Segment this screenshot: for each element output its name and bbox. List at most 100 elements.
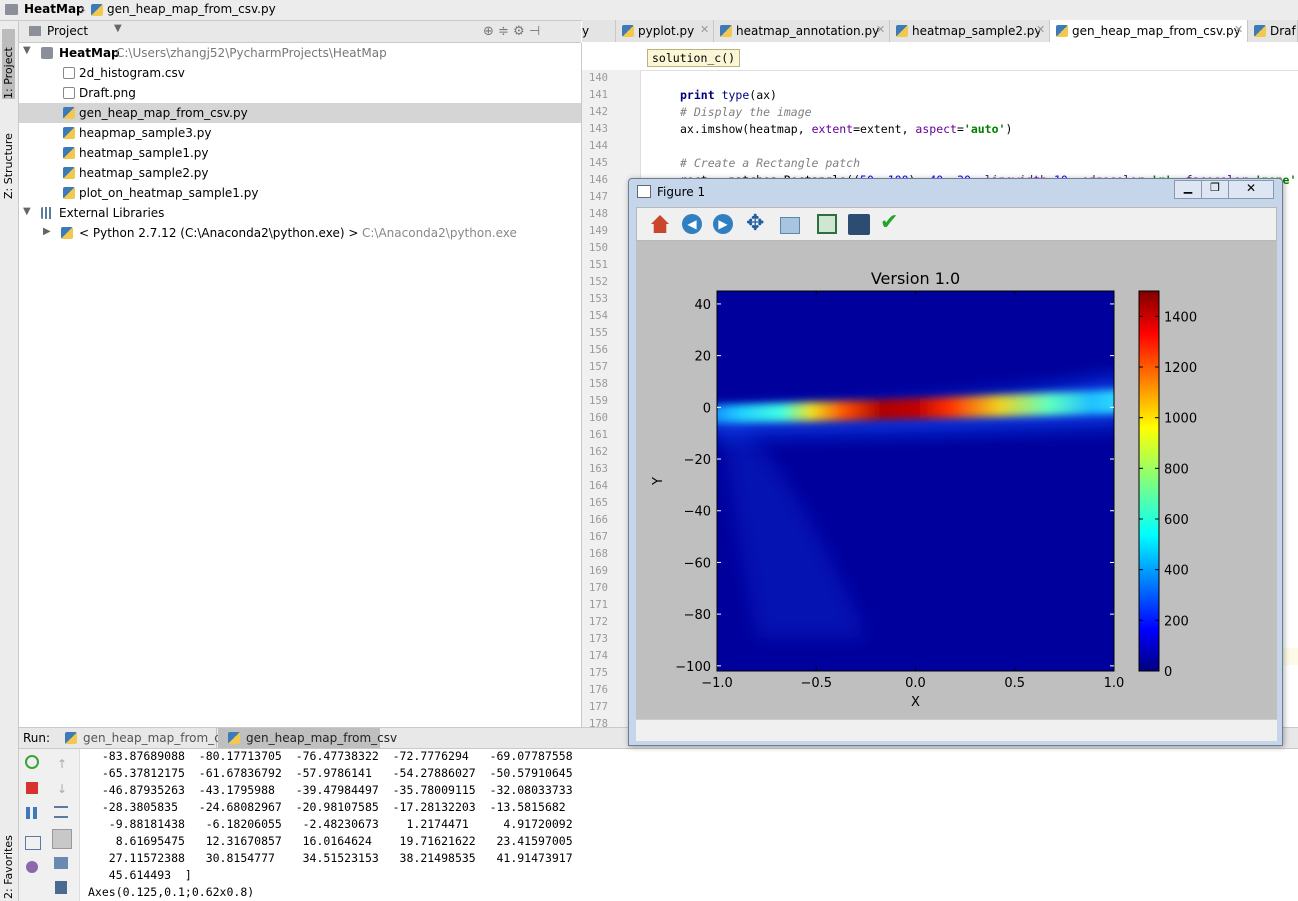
- python-icon: [65, 732, 77, 744]
- tab-close[interactable]: ✕: [1036, 23, 1046, 36]
- figure-window: Figure 1 ▁ ❐ ✕ ◀ ▶ ✥ ✔: [628, 178, 1283, 746]
- code-token: # Display the image: [680, 105, 812, 119]
- tree-file[interactable]: plot_on_heatmap_sample1.py: [79, 186, 259, 200]
- y-tick-label: 40: [694, 298, 711, 313]
- tree-file[interactable]: heapmap_sample3.py: [79, 126, 212, 140]
- y-tick-label: −20: [684, 453, 711, 468]
- expand-arrow[interactable]: ▼: [23, 45, 31, 56]
- file-icon: [63, 67, 75, 79]
- close-button[interactable]: ✕: [1228, 180, 1274, 199]
- python-file-icon: [91, 4, 103, 16]
- up-button[interactable]: ↑: [57, 757, 68, 771]
- output-line: 27.11572388 30.8154777 34.51523153 38.21…: [88, 851, 573, 865]
- edit-button[interactable]: ✔: [880, 210, 899, 235]
- tab-close[interactable]: ✕: [1234, 23, 1244, 36]
- save-button[interactable]: [848, 214, 870, 235]
- y-tick-label: 20: [694, 350, 711, 365]
- tab-close[interactable]: ✕: [876, 23, 886, 36]
- project-view-selector[interactable]: Project: [47, 24, 89, 38]
- tree-python-sdk[interactable]: < Python 2.7.12 (C:\Anaconda2\python.exe…: [79, 226, 359, 240]
- forward-button[interactable]: ▶: [713, 214, 733, 234]
- code-token: ): [1005, 122, 1013, 136]
- print-button[interactable]: [54, 857, 68, 869]
- run-tab-active[interactable]: gen_heap_map_from_csv: [218, 728, 397, 748]
- figure-status-bar: [636, 719, 1277, 741]
- scope-hint[interactable]: solution_c(): [647, 49, 741, 67]
- tree-file[interactable]: gen_heap_map_from_csv.py: [79, 106, 248, 120]
- wrap-button[interactable]: [54, 806, 68, 818]
- pause-button[interactable]: [33, 807, 37, 819]
- python-icon: [228, 732, 240, 744]
- heatmap-tail: [717, 407, 867, 638]
- editor-tab[interactable]: y: [582, 20, 616, 42]
- tree-root[interactable]: HeatMap: [59, 46, 120, 60]
- favorites-tool-tab[interactable]: 2: Favorites: [2, 835, 15, 899]
- folder-icon: [5, 4, 18, 15]
- colorbar-tick-label: 200: [1164, 614, 1189, 629]
- code-line: print type(ax): [680, 87, 777, 104]
- expand-arrow[interactable]: ▶: [43, 226, 51, 237]
- editor-tab[interactable]: heatmap_annotation.py: [714, 20, 890, 42]
- stop-button[interactable]: [26, 782, 38, 794]
- output-line: -83.87689088 -80.17713705 -76.47738322 -…: [88, 749, 573, 763]
- editor-tab[interactable]: pyplot.py: [616, 20, 714, 42]
- rerun-button[interactable]: [25, 755, 39, 769]
- colorbar-tick-label: 0: [1164, 665, 1172, 680]
- library-icon: [41, 207, 53, 219]
- layout-button[interactable]: [25, 836, 41, 850]
- editor-tab-active[interactable]: gen_heap_map_from_csv.py: [1050, 20, 1248, 42]
- pan-button[interactable]: ✥: [746, 211, 765, 236]
- structure-tool-tab[interactable]: Z: Structure: [2, 133, 15, 199]
- pin-button[interactable]: [26, 861, 38, 873]
- zoom-button[interactable]: [780, 217, 800, 234]
- colorbar-tick-label: 800: [1164, 462, 1189, 477]
- tree-root-path: C:\Users\zhangj52\PycharmProjects\HeatMa…: [116, 46, 387, 60]
- maximize-button[interactable]: ❐: [1201, 180, 1229, 199]
- expand-arrow[interactable]: ▼: [23, 206, 31, 217]
- tab-icon: [720, 25, 732, 37]
- tab-icon: [622, 25, 634, 37]
- tree-external-libraries[interactable]: External Libraries: [59, 206, 165, 220]
- file-icon: [63, 87, 75, 99]
- editor-tab[interactable]: heatmap_sample2.py: [890, 20, 1050, 42]
- tree-file[interactable]: 2d_histogram.csv: [79, 66, 185, 80]
- subplots-button[interactable]: [817, 214, 837, 234]
- colorbar-tick-label: 1400: [1164, 310, 1197, 325]
- breadcrumb-project[interactable]: HeatMap: [24, 2, 85, 16]
- home-button[interactable]: [651, 215, 669, 233]
- tree-file[interactable]: heatmap_sample2.py: [79, 166, 209, 180]
- output-line: -65.37812175 -61.67836792 -57.9786141 -5…: [88, 766, 573, 780]
- tree-file[interactable]: Draft.png: [79, 86, 136, 100]
- y-axis-label: Y: [651, 477, 666, 486]
- y-tick-label: −40: [684, 505, 711, 520]
- figure-canvas: Version 1.0 X Y −1.0 −0.5 0.0 0.5 1.0 −100 −80 −60…: [636, 241, 1277, 719]
- output-line: -46.87935263 -43.1795988 -39.47984497 -3…: [88, 783, 573, 797]
- x-tick-label: 1.0: [1104, 676, 1125, 691]
- panel-header-icons[interactable]: ⊕ ≑ ⚙ ⊣: [483, 24, 541, 39]
- tree-file[interactable]: heatmap_sample1.py: [79, 146, 209, 160]
- editor-tabs: y pyplot.py ✕ heatmap_annotation.py ✕ heatmap…: [582, 0, 1298, 43]
- breadcrumb-separator: ›: [80, 0, 87, 19]
- y-tick-label: −80: [684, 608, 711, 623]
- code-token: type: [721, 88, 750, 102]
- run-label: Run:: [23, 731, 51, 745]
- code-line: # Display the image: [680, 104, 812, 121]
- file-icon: [63, 127, 75, 139]
- tab-close[interactable]: ✕: [700, 23, 710, 36]
- tab-icon: [1254, 25, 1266, 37]
- breadcrumb-file[interactable]: gen_heap_map_from_csv.py: [107, 2, 276, 16]
- project-tool-tab[interactable]: 1: Project: [2, 29, 15, 99]
- scroll-end-button[interactable]: [52, 829, 72, 849]
- pause-button[interactable]: [26, 807, 30, 819]
- window-title: Figure 1: [657, 185, 706, 199]
- clear-button[interactable]: [55, 881, 67, 894]
- down-button[interactable]: ↓: [57, 782, 68, 796]
- minimize-button[interactable]: ▁: [1174, 180, 1202, 199]
- code-token: (ax): [749, 88, 777, 102]
- back-button[interactable]: ◀: [682, 214, 702, 234]
- dropdown-arrow[interactable]: ▼: [114, 23, 122, 34]
- folder-icon: [41, 47, 53, 59]
- code-token: print: [680, 88, 715, 102]
- run-tab[interactable]: gen_heap_map_from_csv: [55, 728, 234, 748]
